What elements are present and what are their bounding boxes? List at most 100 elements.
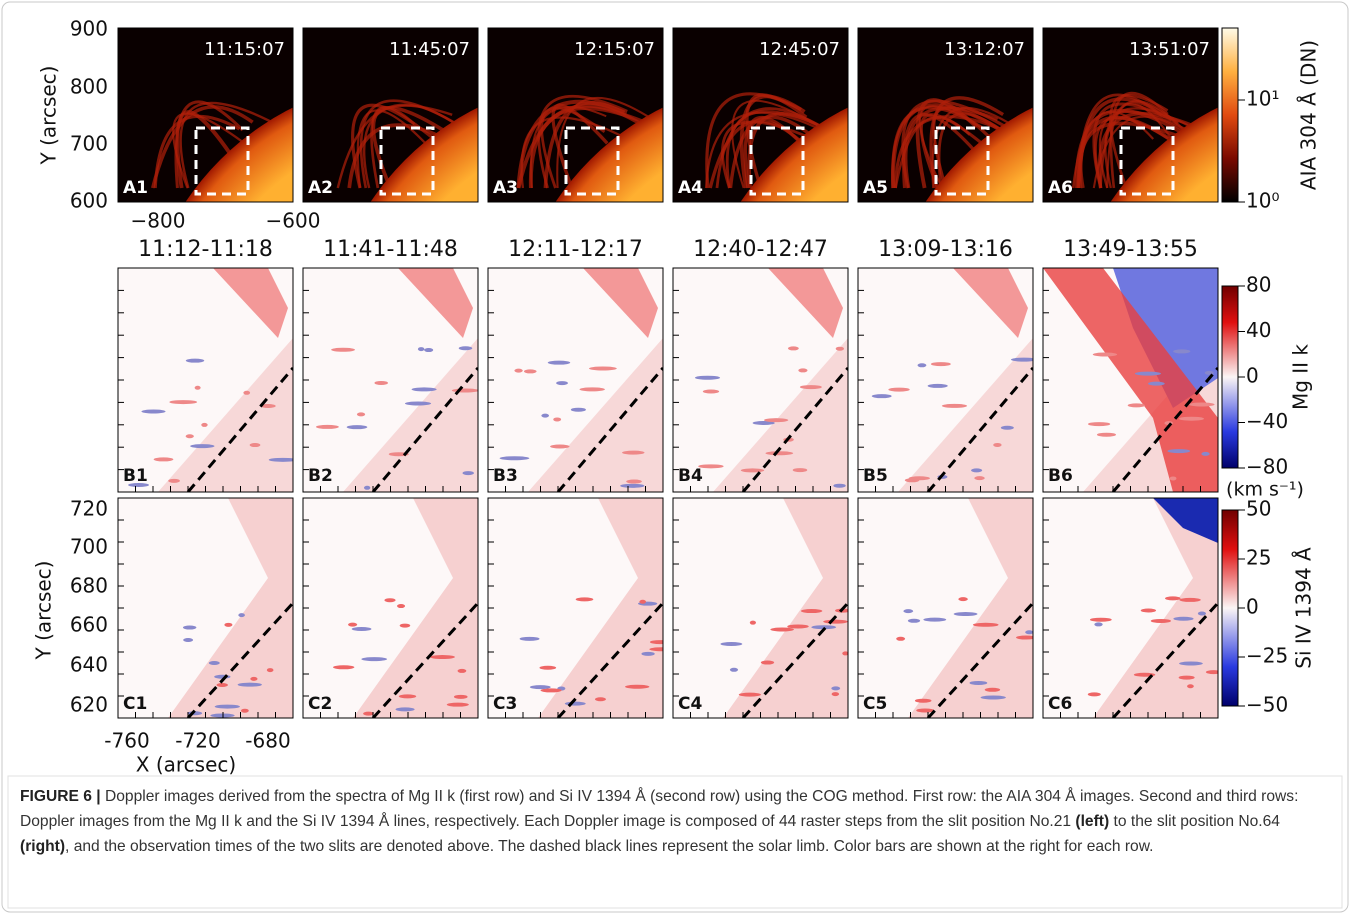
colorbar-tick-label: 0	[1246, 364, 1259, 388]
disk-region	[723, 498, 848, 718]
speckle	[250, 676, 258, 681]
speckle	[831, 692, 840, 697]
speckle	[749, 620, 756, 625]
colorbar	[1221, 509, 1239, 707]
speckle	[1127, 403, 1145, 408]
timestamp: 12:45:07	[759, 39, 840, 60]
y-tick-label: 600	[70, 189, 108, 213]
y-tick-label: 620	[70, 693, 108, 717]
speckle	[625, 684, 650, 689]
panel-title: 13:09-13:16	[878, 237, 1013, 262]
caption-text: Doppler images derived from the spectra …	[20, 788, 1299, 830]
speckle	[388, 452, 409, 457]
image-content	[673, 28, 848, 202]
blue-feature	[1113, 268, 1218, 408]
speckle	[201, 422, 208, 427]
speckle	[141, 409, 166, 414]
speckle	[907, 618, 921, 623]
speckle	[208, 661, 220, 666]
panel-frame	[672, 27, 849, 203]
speckle	[626, 479, 642, 484]
y-tick-label: 660	[70, 613, 108, 637]
speckle	[588, 366, 617, 371]
speckle	[553, 417, 562, 422]
panel-label: A5	[863, 178, 888, 198]
speckle	[622, 450, 645, 455]
solar-limb	[741, 601, 848, 718]
red-feature	[398, 268, 473, 338]
doppler-image	[303, 498, 478, 718]
caption-frame	[7, 775, 1343, 909]
speckle	[249, 443, 261, 448]
speckle	[835, 346, 845, 351]
solar-limb	[1111, 601, 1218, 718]
speckle	[1167, 449, 1191, 454]
prominence-loop	[516, 103, 644, 189]
speckle	[1140, 608, 1157, 613]
colorbar-unit: (km s⁻¹)	[1226, 479, 1304, 501]
speckle	[927, 383, 948, 388]
doppler-image	[118, 268, 293, 492]
speckle	[556, 381, 568, 386]
prominence-loop	[153, 114, 241, 189]
speckle	[453, 694, 468, 699]
doppler-image	[118, 498, 293, 718]
solar-disk	[185, 107, 293, 202]
speckle	[395, 707, 415, 712]
prominence-loop	[540, 106, 606, 189]
speckle	[153, 457, 174, 462]
speckle	[923, 617, 947, 622]
speckle	[570, 407, 586, 412]
doppler-image	[1043, 268, 1218, 492]
disk-region	[713, 338, 848, 492]
speckle	[462, 471, 474, 476]
speckle	[1169, 476, 1177, 481]
speckle	[941, 403, 968, 408]
speckle	[374, 380, 388, 385]
solar-limb	[1111, 367, 1218, 492]
speckle	[1204, 370, 1214, 375]
speckle	[417, 347, 425, 352]
speckle	[842, 651, 848, 656]
speckle	[575, 597, 594, 602]
y-tick-label: 640	[70, 653, 108, 677]
speckle	[1173, 616, 1194, 621]
speckle	[529, 685, 551, 690]
colorbar	[1221, 27, 1239, 203]
speckle	[738, 692, 761, 697]
speckle	[363, 711, 374, 716]
image-content	[488, 28, 663, 202]
doppler-image	[673, 498, 848, 718]
panel-frame	[1042, 27, 1219, 203]
speckle	[541, 413, 549, 418]
speckle	[799, 385, 822, 390]
zoom-box	[1119, 126, 1175, 196]
speckle	[1178, 675, 1195, 680]
red-feature	[1043, 268, 1218, 492]
solar-disk	[1110, 107, 1218, 202]
prominence-loop	[743, 115, 811, 189]
speckle	[1205, 670, 1218, 675]
colorbar-tick-label: −40	[1246, 409, 1288, 433]
speckle	[594, 697, 606, 702]
image-content	[1043, 28, 1218, 202]
image-content	[118, 28, 293, 202]
panel-label: A2	[308, 178, 333, 198]
zoom-box	[564, 126, 620, 196]
caption: FIGURE 6 | Doppler images derived from t…	[20, 784, 1332, 859]
speckle	[969, 680, 988, 685]
y-tick-label: 720	[70, 497, 108, 521]
speckle	[399, 623, 411, 628]
speckle	[993, 442, 1002, 447]
prominence-loop	[893, 115, 1014, 189]
speckle	[765, 451, 794, 456]
colorbar-label: AIA 304 Å (DN)	[1297, 40, 1321, 190]
speckle	[446, 702, 469, 707]
speckle	[243, 390, 251, 395]
speckle	[972, 622, 999, 627]
speckle	[1025, 630, 1033, 635]
speckle	[523, 369, 537, 374]
speckle	[1016, 635, 1033, 640]
aia-image	[673, 28, 848, 202]
speckle	[332, 665, 355, 670]
